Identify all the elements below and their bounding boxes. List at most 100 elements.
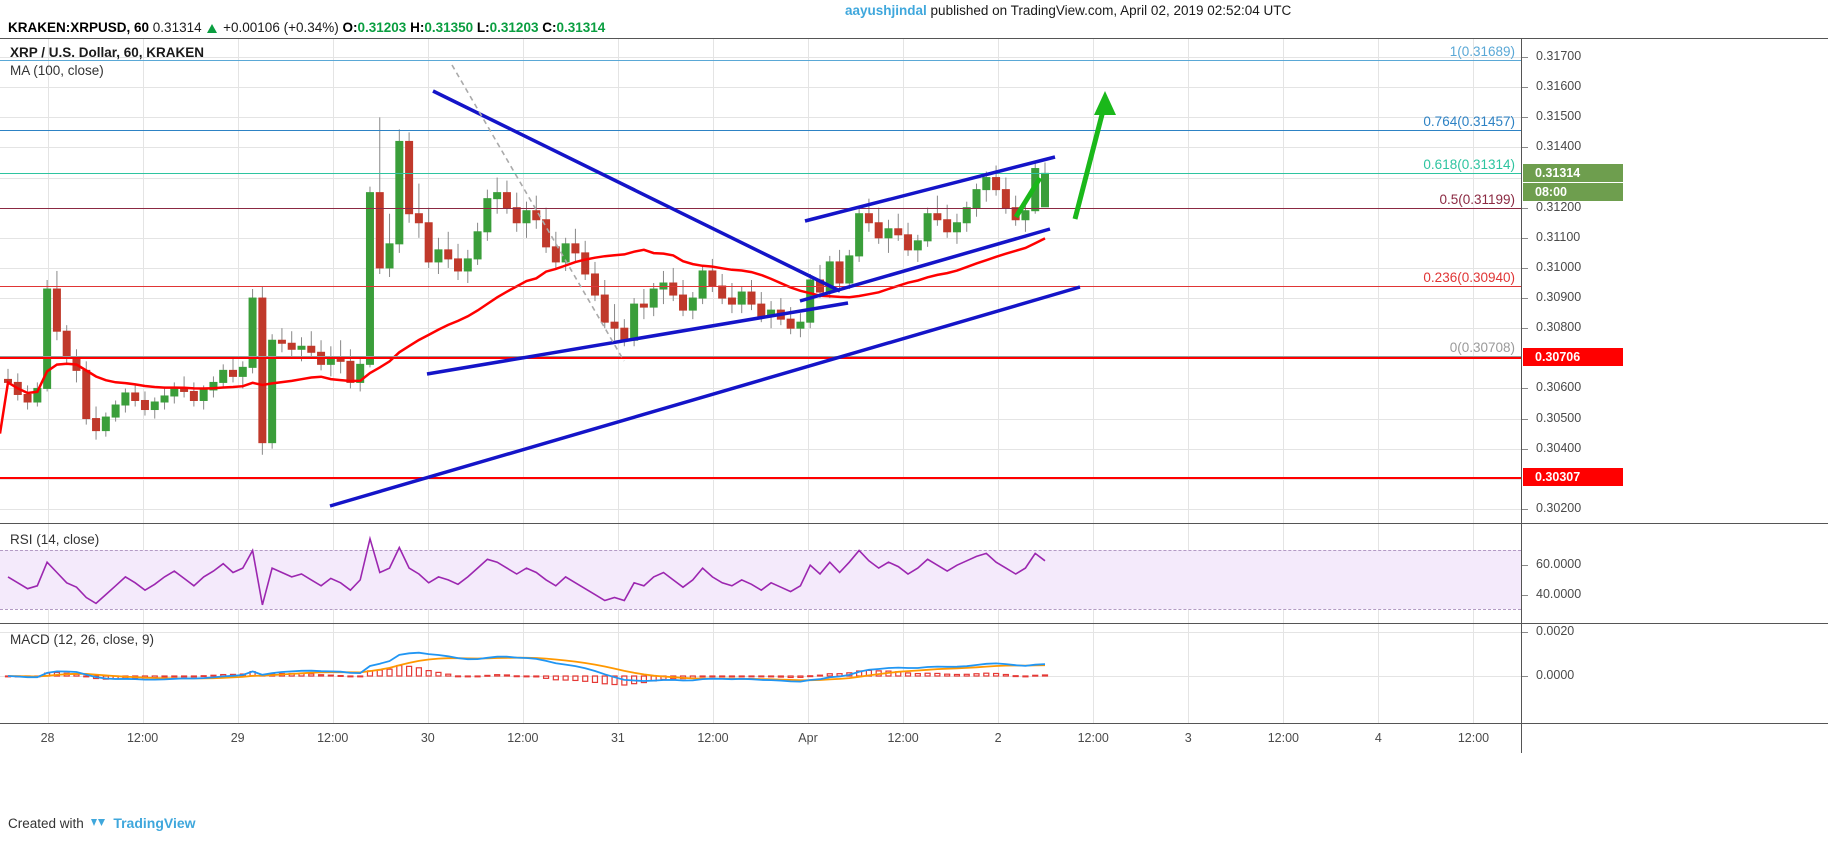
- descending-support-trendline[interactable]: [426, 301, 849, 376]
- time-gridline: [618, 39, 619, 523]
- macd-line: [7, 651, 1046, 683]
- price-gridline: [0, 117, 1521, 119]
- time-gridline: [903, 624, 904, 723]
- time-gridline: [1473, 624, 1474, 723]
- tick-label: 0.0000: [1536, 668, 1575, 682]
- rsi-plot-area[interactable]: [0, 524, 1521, 623]
- price-gridline: [0, 87, 1521, 89]
- tick-label: 40.0000: [1536, 586, 1582, 601]
- tradingview-brand[interactable]: TradingView: [113, 815, 196, 831]
- tick-dash: [1522, 298, 1528, 300]
- time-gridline: [333, 39, 334, 523]
- time-axis-label: 28: [40, 731, 55, 745]
- time-gridline: [238, 624, 239, 723]
- macd-pane: 0.0020 0.0000 MACD (12, 26, close, 9): [0, 623, 1828, 723]
- low-label: L:: [476, 20, 490, 35]
- high-value: 0.31350: [424, 20, 474, 35]
- pullback-arrow-line[interactable]: [1013, 176, 1043, 219]
- tick-dash: [1522, 676, 1528, 677]
- drawings-overlay[interactable]: [0, 39, 1521, 523]
- symbol-ohlc-line: KRAKEN:XRPUSD, 60 0.31314 +0.00106 (+0.3…: [8, 20, 605, 35]
- price-gridline: [0, 508, 1521, 510]
- open-label: O:: [342, 20, 358, 35]
- price-gridline: [0, 358, 1521, 360]
- long-rising-support-trendline[interactable]: [329, 285, 1081, 508]
- macd-legend[interactable]: MACD (12, 26, close, 9): [10, 632, 155, 647]
- time-axis-label: 2: [994, 731, 1002, 745]
- level-line-stroke: [0, 173, 1521, 175]
- support-price-badge[interactable]: 0.30706: [1523, 347, 1623, 366]
- support2-price-badge[interactable]: 0.30307: [1523, 467, 1623, 486]
- tick-label: 0.30900: [1536, 290, 1582, 305]
- channel-upper-trendline[interactable]: [804, 155, 1056, 223]
- time-axis-label: 12:00: [1457, 731, 1490, 745]
- time-gridline: [428, 39, 429, 523]
- price-change: +0.00106 (+0.34%): [223, 20, 339, 35]
- tick-dash: [1522, 147, 1528, 149]
- time-gridline: [238, 39, 239, 523]
- price-plot-area[interactable]: 1(0.31689) 0.764(0.31457) 0.618(0.31314) 0.…: [0, 39, 1521, 523]
- time-gridline: [1283, 39, 1284, 523]
- tick-dash: [1522, 207, 1528, 209]
- price-gridline: [0, 328, 1521, 330]
- up-triangle-icon: [207, 24, 218, 33]
- author-name[interactable]: aayushjindal: [845, 3, 927, 18]
- tick-label: 0.31700: [1536, 49, 1582, 64]
- level-line-stroke: [0, 356, 1521, 359]
- tick-label: 0.30400: [1536, 440, 1582, 455]
- candlestick-series: [0, 117, 1049, 455]
- tick-label: 0.0020: [1536, 624, 1575, 638]
- time-axis-label: 30: [420, 731, 435, 745]
- last-price-badge[interactable]: 0.31314: [1523, 164, 1623, 183]
- rsi-line-series: [7, 535, 1046, 606]
- price-gridline: [0, 237, 1521, 239]
- level-line-label: 1(0.31689): [1449, 44, 1515, 60]
- rsi-band: [0, 550, 1521, 610]
- tick-dash: [1522, 565, 1528, 567]
- level-line-label: 0.236(0.30940): [1423, 270, 1515, 286]
- tick-label: 0.31400: [1536, 139, 1582, 154]
- level-line-stroke: [0, 60, 1521, 62]
- tick-label: 0.31600: [1536, 79, 1582, 94]
- time-gridline: [333, 624, 334, 723]
- price-axis[interactable]: 0.31700 0.31600 0.31500 0.31400 0.31200 0.311…: [1521, 39, 1828, 523]
- channel-lower-trendline[interactable]: [799, 227, 1051, 303]
- tick-label: 0.30500: [1536, 410, 1582, 425]
- tick-label: 60.0000: [1536, 557, 1582, 572]
- bullish-arrow-shaft[interactable]: [1072, 102, 1108, 220]
- rsi-axis[interactable]: 60.0000 40.0000: [1521, 524, 1828, 623]
- price-gridline: [0, 267, 1521, 269]
- time-axis-label: 12:00: [887, 731, 919, 745]
- time-gridline: [523, 39, 524, 523]
- publication-text: published on TradingView.com, April 02, …: [930, 3, 1292, 18]
- open-value: 0.31203: [357, 20, 407, 35]
- macd-gridline: [0, 632, 1521, 633]
- footer: Created with TradingView: [8, 815, 196, 831]
- ma-indicator-legend[interactable]: MA (100, close): [10, 63, 104, 78]
- time-axis-label: 12:00: [317, 731, 349, 745]
- countdown-badge[interactable]: 08:00: [1523, 183, 1623, 202]
- rsi-threshold-line: [0, 609, 1521, 611]
- time-axis-label: Apr: [798, 731, 818, 745]
- rsi-threshold-line: [0, 550, 1521, 552]
- price-gridline: [0, 147, 1521, 149]
- descending-resistance-trendline[interactable]: [432, 89, 841, 293]
- macd-plot-area[interactable]: [0, 624, 1521, 723]
- close-value: 0.31314: [556, 20, 606, 35]
- symbol-label[interactable]: KRAKEN:XRPUSD, 60: [8, 20, 150, 35]
- time-axis-label: 12:00: [1267, 731, 1299, 745]
- time-axis-label: 3: [1184, 731, 1192, 745]
- ma-100-line: [0, 237, 1046, 434]
- level-line-stroke: [0, 207, 1521, 209]
- rsi-legend[interactable]: RSI (14, close): [10, 532, 100, 547]
- time-gridline: [1093, 39, 1094, 523]
- time-axis-label: 12:00: [697, 731, 729, 745]
- macd-axis[interactable]: 0.0020 0.0000: [1521, 624, 1828, 723]
- guide-dashed-line[interactable]: [451, 64, 625, 362]
- time-gridline: [808, 624, 809, 723]
- time-gridline: [1473, 39, 1474, 523]
- tick-label: 0.31100: [1536, 229, 1581, 244]
- time-axis[interactable]: 28 12:00 29 12:00 30 12:00 31 12:00 Apr 12:00 2 12:…: [0, 723, 1828, 753]
- time-gridline: [1093, 624, 1094, 723]
